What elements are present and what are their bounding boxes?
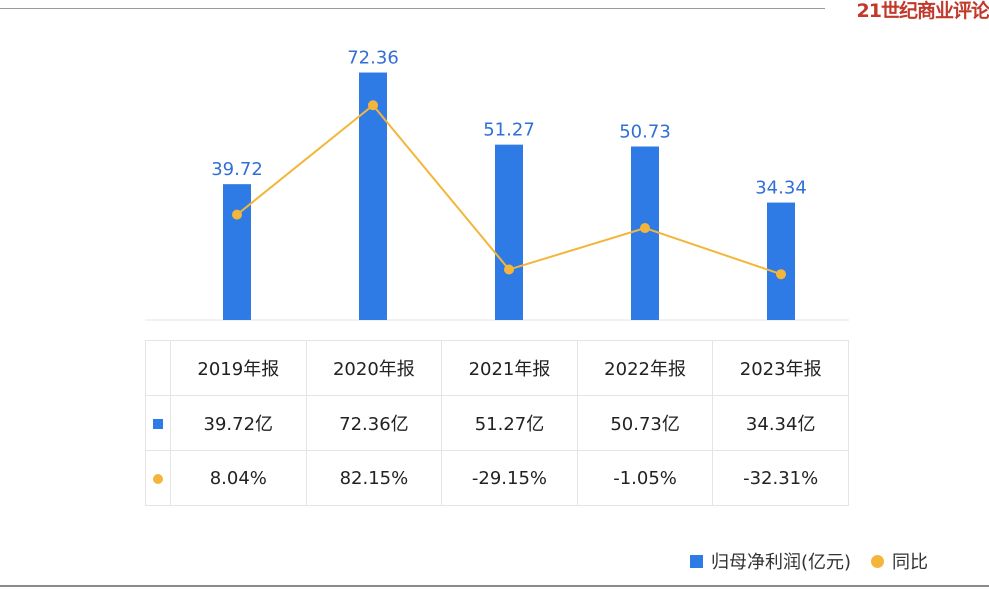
table-header-cell: 2021年报 — [441, 340, 578, 396]
bar — [223, 184, 251, 320]
bar — [631, 146, 659, 320]
yoy-series-dot-icon — [153, 473, 163, 484]
bar — [767, 202, 795, 320]
yoy-point — [504, 264, 514, 275]
bar — [495, 144, 523, 320]
table-row-profit: 39.72亿 72.36亿 51.27亿 50.73亿 34.34亿 — [145, 395, 849, 451]
data-table: 2019年报 2020年报 2021年报 2022年报 2023年报 39.72… — [145, 340, 849, 506]
table-cell: -32.31% — [712, 450, 849, 506]
bar-series — [223, 72, 795, 320]
yoy-point — [640, 223, 650, 234]
yoy-point — [776, 269, 786, 280]
table-cell: -29.15% — [441, 450, 578, 506]
table-header-cell: 2019年报 — [170, 340, 307, 396]
table-cell: 34.34亿 — [712, 395, 849, 451]
header-key-cell — [145, 340, 171, 396]
legend-square-icon — [690, 554, 703, 568]
table-cell: -1.05% — [576, 450, 714, 506]
yoy-point — [232, 209, 242, 220]
yoy-line-series — [232, 100, 786, 280]
table-header-cell: 2022年报 — [576, 340, 714, 396]
bar-value-label: 72.36 — [347, 48, 399, 69]
table-cell: 8.04% — [170, 450, 307, 506]
bar-value-label: 34.34 — [755, 178, 807, 199]
top-rule — [0, 8, 825, 9]
bar-value-label: 51.27 — [483, 120, 535, 141]
table-cell: 82.15% — [305, 450, 443, 506]
table-cell: 72.36亿 — [305, 395, 443, 451]
table-header-row: 2019年报 2020年报 2021年报 2022年报 2023年报 — [145, 340, 849, 396]
legend-label-profit: 归母净利润(亿元) — [711, 552, 852, 573]
yoy-key-cell — [145, 450, 171, 506]
table-cell: 50.73亿 — [576, 395, 714, 451]
table-header-cell: 2020年报 — [305, 340, 443, 396]
table-cell: 51.27亿 — [441, 395, 578, 451]
chart-plot: 39.72 72.36 51.27 50.73 34.34 — [145, 48, 849, 321]
legend: 归母净利润(亿元) 同比 — [690, 549, 928, 573]
legend-label-yoy: 同比 — [892, 552, 929, 573]
legend-dot-icon — [871, 554, 885, 568]
profit-key-cell — [145, 395, 171, 451]
yoy-point — [368, 100, 378, 111]
table-cell: 39.72亿 — [170, 395, 307, 451]
brand-logo: 21世纪商业评论 — [856, 0, 989, 22]
bar-value-labels: 39.72 72.36 51.27 50.73 34.34 — [211, 48, 807, 199]
profit-series-square-icon — [153, 418, 163, 429]
table-row-yoy: 8.04% 82.15% -29.15% -1.05% -32.31% — [145, 450, 849, 506]
bar-value-label: 39.72 — [211, 159, 263, 180]
table-header-cell: 2023年报 — [712, 340, 849, 396]
bottom-rule — [0, 585, 989, 587]
bar-value-label: 50.73 — [619, 122, 671, 143]
